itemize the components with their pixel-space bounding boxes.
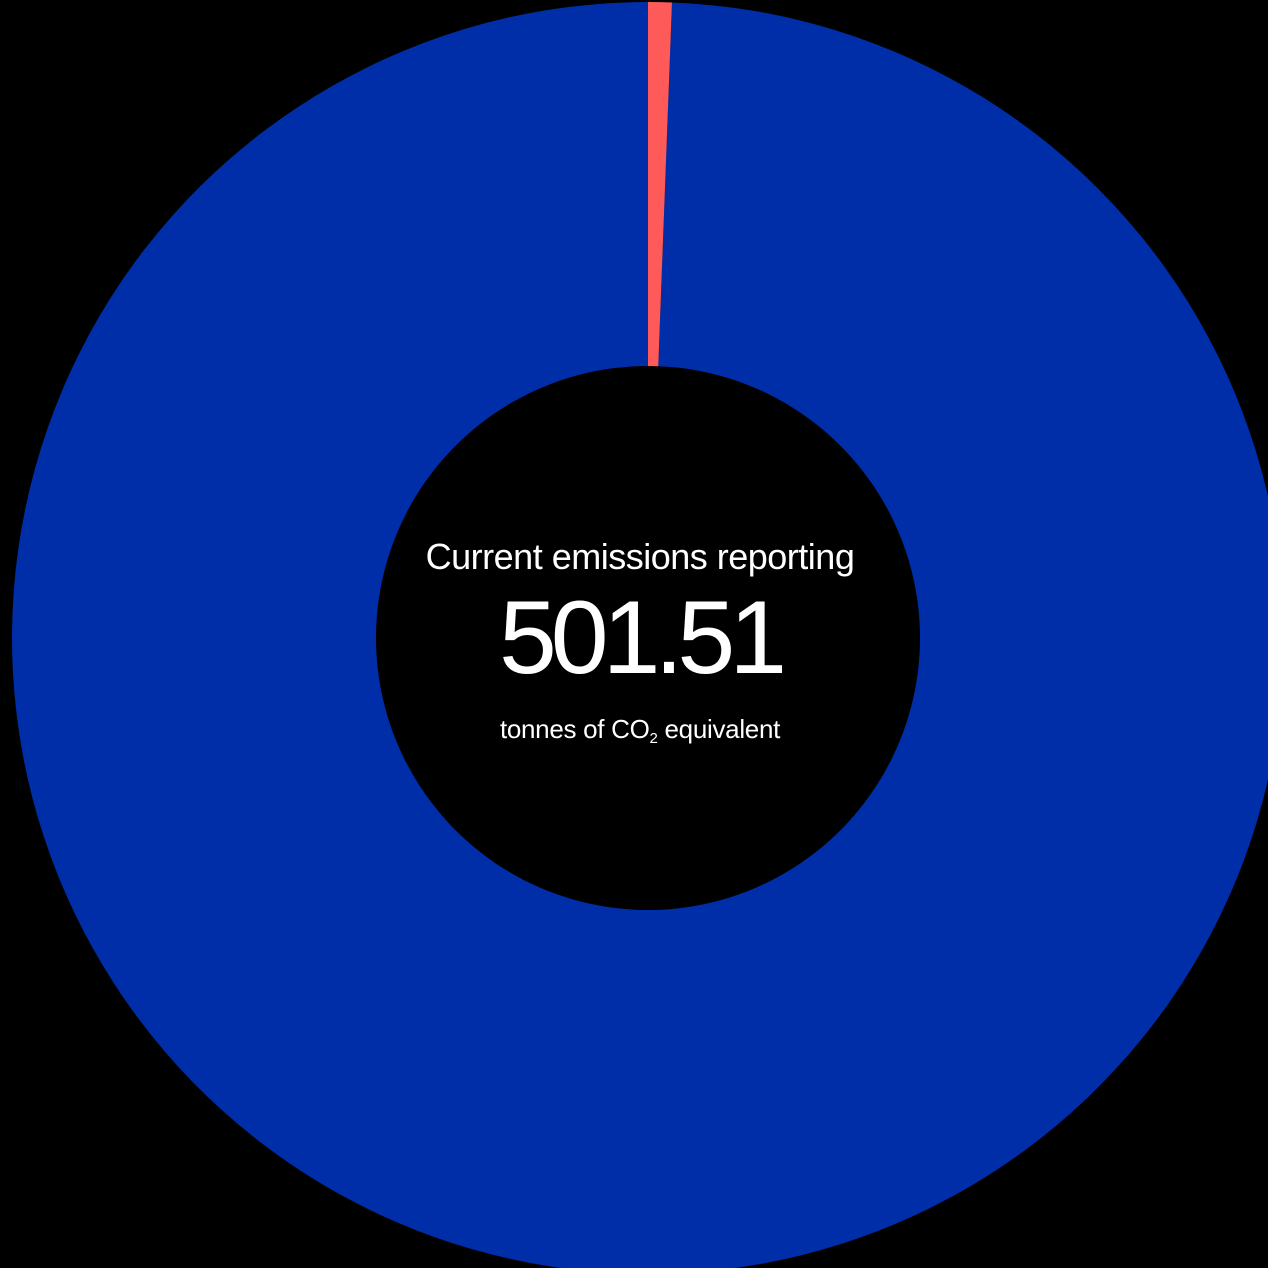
unit-label: tonnes of CO2 equivalent [390,714,890,747]
donut-slice-1 [12,2,1268,1268]
donut-slice-2 [648,2,672,367]
center-label: Current emissions reporting [425,536,855,577]
unit-prefix: tonnes of CO [499,714,650,744]
unit-suffix: equivalent [657,714,781,744]
total-emissions-value: 501.51 [498,580,787,696]
unit-subscript: 2 [649,730,658,747]
